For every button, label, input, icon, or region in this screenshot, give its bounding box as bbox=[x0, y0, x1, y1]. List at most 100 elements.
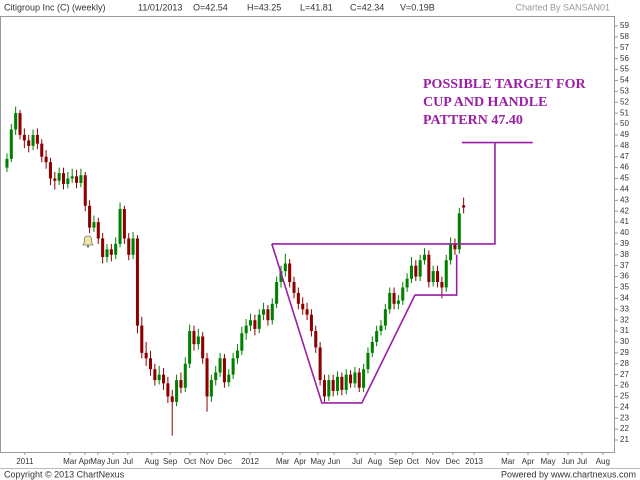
y-tick-label: 23 bbox=[620, 413, 629, 422]
candle-body bbox=[201, 336, 205, 359]
y-tick-label: 35 bbox=[620, 283, 629, 292]
x-tick-label: Aug bbox=[368, 457, 382, 466]
candle-body bbox=[453, 243, 457, 250]
candle-body bbox=[288, 263, 292, 283]
candle-body bbox=[214, 372, 218, 381]
annotation: POSSIBLE TARGET FOR bbox=[423, 77, 586, 92]
candle-body bbox=[9, 129, 13, 159]
x-tick-label: Aug bbox=[596, 457, 610, 466]
candle-body bbox=[249, 320, 253, 326]
x-tick-label: Jul bbox=[577, 457, 587, 466]
x-tick-label: 2011 bbox=[16, 457, 34, 466]
y-tick-label: 37 bbox=[620, 261, 629, 270]
candle-body bbox=[427, 254, 431, 283]
candle-body bbox=[227, 374, 231, 383]
plot-frame bbox=[0, 16, 615, 453]
footer-copyright: Copyright © 2013 ChartNexus bbox=[4, 469, 125, 479]
candle-body bbox=[314, 331, 318, 348]
x-tick-label: Jul bbox=[123, 457, 133, 466]
candle-body bbox=[370, 341, 374, 353]
y-tick-label: 31 bbox=[620, 326, 629, 335]
x-tick-label: Sep bbox=[163, 457, 178, 466]
candle-body bbox=[379, 325, 383, 332]
candle-body bbox=[405, 278, 409, 288]
candle-body bbox=[48, 162, 52, 179]
header-volume: V=0.19B bbox=[400, 2, 435, 12]
candle-body bbox=[240, 333, 244, 351]
candle-body bbox=[79, 175, 83, 183]
candle-body bbox=[335, 376, 340, 391]
candle-body bbox=[166, 383, 170, 397]
candle-body bbox=[92, 222, 96, 228]
candle-body bbox=[275, 282, 279, 304]
candle-body bbox=[309, 314, 313, 332]
x-tick-label: Jun bbox=[328, 457, 341, 466]
candle-body bbox=[270, 303, 274, 321]
pattern-line bbox=[271, 142, 496, 245]
candle-body bbox=[262, 309, 266, 315]
candle-body bbox=[109, 249, 113, 255]
candle-body bbox=[105, 249, 109, 257]
candle-body bbox=[296, 292, 300, 304]
x-tick-label: Sep bbox=[389, 457, 404, 466]
y-tick-label: 51 bbox=[620, 108, 629, 117]
candle-body bbox=[196, 336, 200, 345]
candle-body bbox=[83, 175, 87, 206]
candle-body bbox=[357, 372, 361, 388]
x-tick-label: Jul bbox=[352, 457, 362, 466]
y-tick-label: 21 bbox=[620, 435, 629, 444]
candle-body bbox=[349, 374, 353, 384]
candle-body bbox=[218, 358, 222, 373]
candle-body bbox=[57, 173, 61, 181]
x-tick-label: Nov bbox=[426, 457, 440, 466]
annotation: CUP AND HANDLE bbox=[423, 95, 547, 110]
y-tick-label: 27 bbox=[620, 370, 629, 379]
x-tick-label: Apr bbox=[79, 457, 92, 466]
candle-body bbox=[96, 222, 100, 239]
candle-body bbox=[88, 205, 92, 228]
candle-body bbox=[44, 156, 48, 163]
candle-body bbox=[422, 254, 427, 261]
candle-body bbox=[279, 271, 283, 283]
candle-body bbox=[61, 173, 66, 184]
candle-body bbox=[135, 238, 139, 326]
candle-body bbox=[401, 287, 405, 301]
candle-body bbox=[27, 140, 31, 146]
x-tick-label: Apr bbox=[294, 457, 307, 466]
candle-body bbox=[462, 205, 466, 208]
y-tick-label: 22 bbox=[620, 424, 629, 433]
candle-body bbox=[440, 282, 444, 288]
y-tick-label: 24 bbox=[620, 402, 629, 411]
candle-body bbox=[396, 300, 400, 304]
y-tick-label: 48 bbox=[620, 141, 629, 150]
candle-body bbox=[231, 358, 235, 375]
footer-powered: Powered by www.chartnexus.com bbox=[501, 469, 636, 479]
header-open: O=42.54 bbox=[193, 2, 228, 12]
candle-body bbox=[5, 158, 9, 168]
y-tick-label: 32 bbox=[620, 315, 629, 324]
y-tick-label: 41 bbox=[620, 217, 629, 226]
candle-body bbox=[283, 263, 287, 272]
x-tick-label: Oct bbox=[407, 457, 420, 466]
x-tick-label: Mar bbox=[276, 457, 290, 466]
y-tick-label: 45 bbox=[620, 174, 629, 183]
candle-body bbox=[257, 314, 261, 329]
candle-body bbox=[322, 380, 326, 397]
x-tick-label: Jun bbox=[107, 457, 120, 466]
candle-body bbox=[244, 325, 248, 334]
header-date: 11/01/2013 bbox=[138, 2, 182, 12]
candle-body bbox=[22, 134, 26, 141]
candle-body bbox=[409, 265, 413, 279]
candle-body bbox=[366, 352, 370, 370]
candle-body bbox=[192, 331, 196, 345]
candle-body bbox=[66, 178, 70, 184]
header-close: C=42.34 bbox=[350, 2, 384, 12]
candle-body bbox=[318, 347, 322, 381]
y-tick-label: 47 bbox=[620, 152, 629, 161]
x-tick-label: 2012 bbox=[241, 457, 259, 466]
y-tick-label: 30 bbox=[620, 337, 629, 346]
candle-body bbox=[114, 243, 118, 255]
candle-body bbox=[40, 143, 44, 157]
y-tick-label: 55 bbox=[620, 65, 629, 74]
candle-body bbox=[383, 309, 387, 326]
